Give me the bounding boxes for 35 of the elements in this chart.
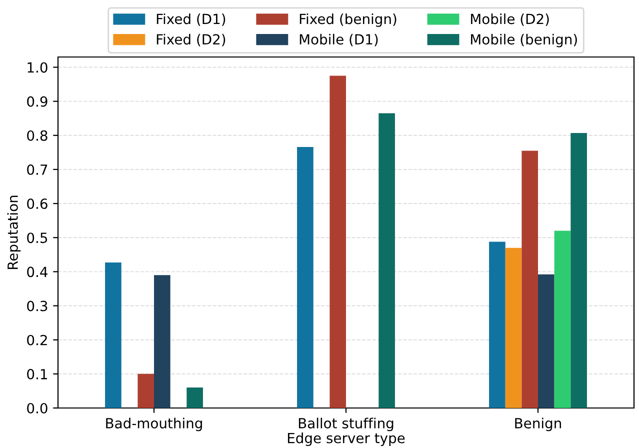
legend-label: Fixed (D2) <box>156 34 226 46</box>
bar <box>105 262 122 408</box>
y-tick-label: 0.1 <box>27 368 47 380</box>
legend-label: Fixed (D1) <box>156 13 226 26</box>
y-tick-label: 0.6 <box>27 198 48 210</box>
y-tick-label: 0.8 <box>27 130 48 141</box>
bar <box>138 374 154 408</box>
bar <box>330 76 346 408</box>
y-tick-label: 0.7 <box>27 164 48 175</box>
y-tick-label: 0.0 <box>27 402 48 414</box>
y-tick-label: 0.2 <box>27 334 47 346</box>
bar <box>378 113 395 408</box>
y-tick-label: 0.3 <box>27 300 48 312</box>
bar <box>554 230 571 408</box>
legend-label: Mobile (benign) <box>471 34 577 48</box>
legend-label: Fixed (benign) <box>300 13 396 27</box>
x-tick-label: Ballot stuffing <box>298 418 394 432</box>
x-tick-label: Bad-mouthing <box>106 418 202 432</box>
y-tick-label: 0.9 <box>27 96 48 107</box>
bar <box>505 248 522 408</box>
legend-label: Mobile (D2) <box>471 13 549 26</box>
y-tick-label: 0.5 <box>27 232 48 244</box>
bar <box>489 242 506 408</box>
y-tick-label: 1.0 <box>28 62 48 73</box>
legend-label: Mobile (D1) <box>300 34 378 46</box>
x-axis-title: Edge server type <box>288 432 405 446</box>
x-tick-label: Benign <box>515 418 561 432</box>
y-axis-title: Reputation <box>7 196 21 270</box>
bar <box>154 275 170 408</box>
bar <box>186 388 203 408</box>
y-tick-label: 0.4 <box>27 266 48 278</box>
bar <box>297 146 314 408</box>
bar <box>570 132 587 408</box>
bar <box>538 274 554 408</box>
bar <box>522 150 538 408</box>
